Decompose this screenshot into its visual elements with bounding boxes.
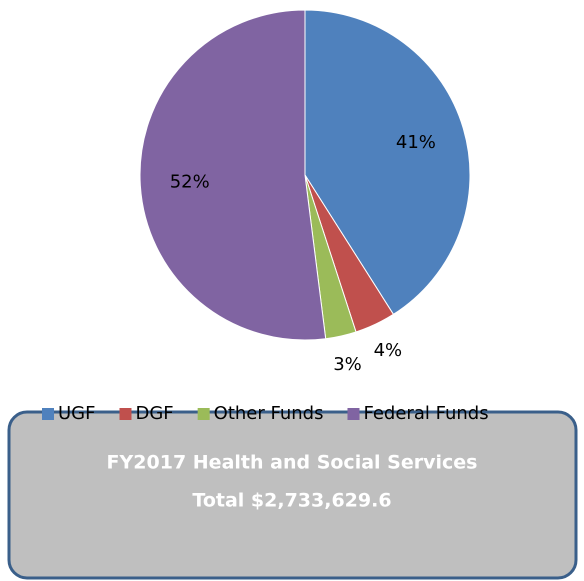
data-label: 4% [374, 340, 403, 361]
legend-label: Federal Funds [363, 403, 488, 424]
legend-label: Other Funds [214, 403, 324, 424]
legend-label: UGF [58, 403, 95, 424]
legend-label: DGF [135, 403, 173, 424]
data-label: 52% [170, 171, 210, 192]
pie-slice [304, 9, 471, 316]
legend-swatch [197, 408, 210, 420]
summary-title: FY2017 Health and Social Services [107, 452, 478, 474]
summary-box [7, 410, 578, 580]
data-label: 41% [396, 132, 436, 153]
legend-swatch [347, 408, 360, 420]
legend-swatch [119, 408, 132, 420]
legend-swatch [42, 408, 54, 420]
data-label: 3% [333, 354, 362, 375]
summary-total: Total $2,733,629.6 [192, 490, 391, 512]
pie-slice [139, 9, 327, 341]
